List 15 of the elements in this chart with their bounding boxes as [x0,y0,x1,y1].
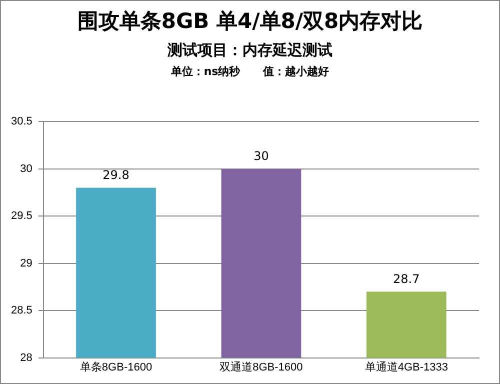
y-tick-label: 28.5 [10,304,32,317]
y-tick-label: 30 [20,162,32,175]
y-tick-label: 29.5 [10,210,32,222]
y-tick-label: 28 [20,352,32,364]
x-tick-label: 双通道8GB-1600 [220,360,303,374]
data-label: 30 [254,148,269,163]
data-label: 29.8 [102,168,130,182]
y-tick-label: 29 [20,257,32,270]
chart-subtitle: 测试项目：内存延迟测试 [166,41,334,60]
chart-title: 围攻单条8GB 单4/单8/双8内存对比 [76,8,424,35]
y-tick-label: 30.5 [10,116,32,128]
x-tick-label: 单通道4GB-1333 [364,360,448,374]
x-tick-label: 单条8GB-1600 [80,360,152,374]
text: 单位：ns纳秒 值：越小越好 [170,64,330,79]
data-label: 28.7 [393,272,420,286]
